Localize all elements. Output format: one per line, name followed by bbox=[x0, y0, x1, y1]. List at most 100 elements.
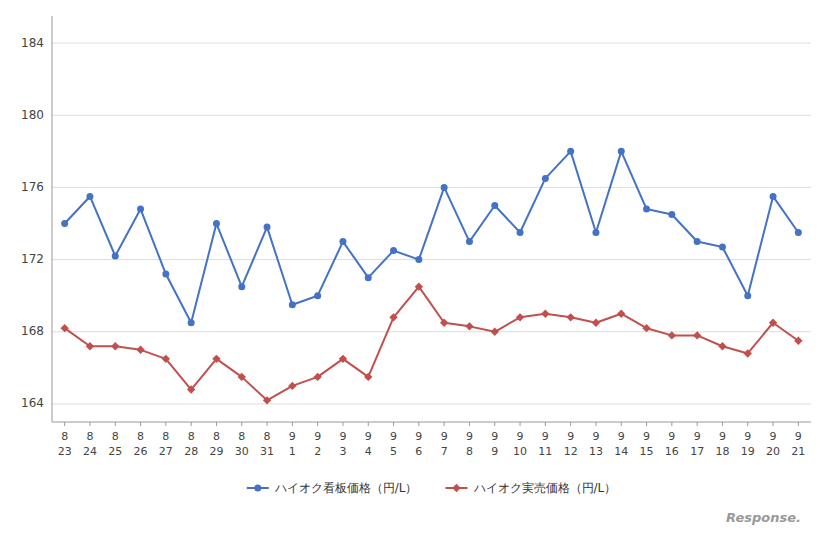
x-tick-label: 8 bbox=[86, 430, 93, 443]
grid-line bbox=[52, 43, 811, 44]
marker bbox=[162, 271, 169, 278]
x-tick bbox=[140, 422, 141, 426]
x-tick-label: 8 bbox=[188, 430, 195, 443]
marker bbox=[339, 238, 346, 245]
x-tick-label: 21 bbox=[791, 445, 805, 458]
x-tick-label: 28 bbox=[184, 445, 198, 458]
x-tick-label: 8 bbox=[238, 430, 245, 443]
x-tick bbox=[368, 422, 369, 426]
x-tick-label: 8 bbox=[162, 430, 169, 443]
x-tick-label: 9 bbox=[314, 430, 321, 443]
x-tick-label: 9 bbox=[466, 430, 473, 443]
marker bbox=[238, 373, 246, 381]
marker bbox=[86, 193, 93, 200]
x-tick-label: 29 bbox=[209, 445, 223, 458]
x-tick-label: 27 bbox=[159, 445, 173, 458]
x-tick-label: 9 bbox=[694, 430, 701, 443]
marker bbox=[238, 283, 245, 290]
x-tick-label: 9 bbox=[744, 430, 751, 443]
x-tick-label: 9 bbox=[618, 430, 625, 443]
marker bbox=[592, 229, 599, 236]
x-tick bbox=[671, 422, 672, 426]
marker bbox=[668, 211, 675, 218]
x-tick bbox=[64, 422, 65, 426]
x-tick bbox=[267, 422, 268, 426]
x-tick-label: 8 bbox=[137, 430, 144, 443]
x-tick-label: 9 bbox=[567, 430, 574, 443]
marker bbox=[491, 202, 498, 209]
x-tick bbox=[216, 422, 217, 426]
marker bbox=[769, 319, 777, 327]
marker bbox=[517, 229, 524, 236]
x-tick bbox=[342, 422, 343, 426]
marker bbox=[213, 220, 220, 227]
marker bbox=[389, 313, 397, 321]
grid-line bbox=[52, 403, 811, 404]
x-tick-label: 6 bbox=[415, 445, 422, 458]
x-tick-label: 12 bbox=[564, 445, 578, 458]
x-tick-label: 8 bbox=[61, 430, 68, 443]
marker bbox=[162, 355, 170, 363]
marker bbox=[137, 206, 144, 213]
y-tick-label: 168 bbox=[21, 324, 44, 338]
x-tick bbox=[646, 422, 647, 426]
marker bbox=[466, 238, 473, 245]
marker bbox=[390, 247, 397, 254]
x-tick-label: 9 bbox=[365, 430, 372, 443]
x-tick-label: 10 bbox=[513, 445, 527, 458]
x-tick bbox=[545, 422, 546, 426]
marker bbox=[719, 243, 726, 250]
y-axis-line bbox=[52, 16, 53, 422]
marker bbox=[313, 373, 321, 381]
marker bbox=[567, 148, 574, 155]
x-tick bbox=[570, 422, 571, 426]
x-tick bbox=[418, 422, 419, 426]
x-tick-label: 14 bbox=[614, 445, 628, 458]
x-tick bbox=[773, 422, 774, 426]
x-tick bbox=[241, 422, 242, 426]
x-tick-label: 9 bbox=[668, 430, 675, 443]
x-tick-label: 18 bbox=[715, 445, 729, 458]
x-tick-label: 23 bbox=[58, 445, 72, 458]
x-tick-label: 19 bbox=[741, 445, 755, 458]
marker bbox=[694, 238, 701, 245]
marker bbox=[86, 342, 94, 350]
x-tick-label: 26 bbox=[134, 445, 148, 458]
legend-marker bbox=[254, 485, 261, 492]
x-tick-label: 30 bbox=[235, 445, 249, 458]
x-tick bbox=[444, 422, 445, 426]
marker bbox=[542, 175, 549, 182]
x-tick-label: 24 bbox=[83, 445, 97, 458]
marker bbox=[618, 148, 625, 155]
x-tick bbox=[697, 422, 698, 426]
legend-label: ハイオク看板価格（円/L） bbox=[274, 481, 418, 495]
x-tick bbox=[520, 422, 521, 426]
marker bbox=[188, 319, 195, 326]
y-tick-label: 180 bbox=[21, 108, 44, 122]
x-tick-label: 4 bbox=[365, 445, 372, 458]
x-tick-label: 7 bbox=[441, 445, 448, 458]
x-tick-label: 9 bbox=[390, 430, 397, 443]
x-tick bbox=[595, 422, 596, 426]
marker bbox=[617, 310, 625, 318]
legend-item: ハイオク実売価格（円/L） bbox=[446, 481, 617, 495]
marker bbox=[365, 274, 372, 281]
grid-line bbox=[52, 187, 811, 188]
marker bbox=[364, 373, 372, 381]
x-tick-label: 9 bbox=[289, 430, 296, 443]
marker bbox=[60, 324, 68, 332]
x-tick bbox=[89, 422, 90, 426]
x-tick-label: 9 bbox=[643, 430, 650, 443]
legend-item: ハイオク看板価格（円/L） bbox=[247, 481, 418, 495]
y-tick-label: 164 bbox=[21, 396, 44, 410]
x-tick bbox=[469, 422, 470, 426]
x-tick-label: 9 bbox=[770, 430, 777, 443]
marker bbox=[61, 220, 68, 227]
x-tick bbox=[317, 422, 318, 426]
x-tick-label: 5 bbox=[390, 445, 397, 458]
x-tick-label: 25 bbox=[108, 445, 122, 458]
marker bbox=[693, 331, 701, 339]
marker bbox=[415, 256, 422, 263]
x-tick-label: 9 bbox=[339, 430, 346, 443]
grid-line bbox=[52, 259, 811, 260]
